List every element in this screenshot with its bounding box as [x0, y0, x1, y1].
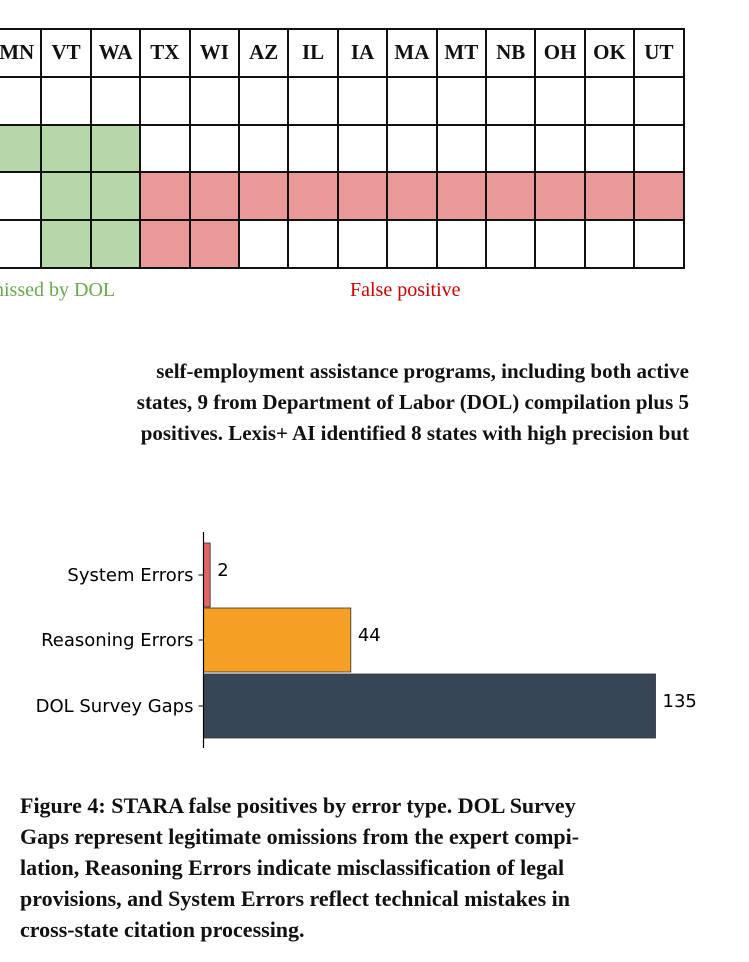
grid-cell-green — [41, 124, 91, 173]
y-tick-label: System Errors — [67, 565, 193, 586]
caption-line: Gaps represent legitimate omissions from… — [20, 824, 580, 849]
grid-line — [336, 28, 339, 269]
y-tick-label: DOL Survey Gaps — [36, 696, 194, 717]
caption-line: provisions, and System Errors reflect te… — [20, 886, 570, 911]
state-grid: MN VT WA TX WI AZ IL IA MA MT NB OH OK UT — [0, 28, 685, 269]
grid-cell-red — [189, 172, 239, 221]
grid-header-mt: MT — [444, 40, 479, 64]
grid-line — [435, 28, 438, 269]
grid-line — [633, 28, 636, 269]
data-label: 2 — [217, 560, 228, 581]
caption-line: lation, Reasoning Errors indicate miscla… — [20, 855, 565, 880]
bar-reasoning-errors — [203, 607, 352, 673]
data-label: 44 — [358, 625, 381, 646]
caption-line: self-employment assistance programs, inc… — [156, 359, 689, 383]
legend-missed-by-dol: nissed by DOL — [0, 279, 116, 301]
grid-header-ok: OK — [593, 40, 626, 64]
grid-cell-green — [90, 220, 141, 268]
data-label: 135 — [663, 691, 697, 712]
grid-line — [0, 28, 685, 30]
grid-cell-red — [239, 172, 289, 221]
grid-cell-red — [140, 220, 190, 268]
figure-caption: Figure 4: STARA false positives by error… — [20, 790, 700, 945]
grid-cell-red — [288, 172, 338, 221]
grid-cell-red — [387, 172, 437, 221]
grid-line — [485, 28, 487, 269]
grid-cell-green — [90, 124, 141, 173]
grid-line — [0, 171, 685, 174]
grid-cell-red — [436, 172, 486, 221]
grid-cell-green — [41, 172, 91, 221]
grid-line — [682, 28, 685, 269]
grid-line — [0, 267, 685, 269]
legend-false-positive: False positive — [350, 279, 461, 301]
grid-line — [287, 28, 290, 269]
grid-cell-red — [337, 172, 388, 221]
y-tick-label: Reasoning Errors — [41, 630, 193, 651]
grid-header-tx: TX — [150, 40, 180, 64]
grid-header-az: AZ — [249, 40, 279, 64]
grid-line — [583, 28, 586, 269]
caption-line: positives. Lexis+ AI identified 8 states… — [140, 421, 689, 445]
grid-line — [0, 75, 685, 78]
grid-cell-red — [634, 172, 684, 221]
grid-line — [40, 28, 43, 269]
grid-header-ma: MA — [394, 40, 430, 64]
bar-system-errors — [203, 542, 211, 608]
grid-header-ut: UT — [644, 40, 674, 64]
grid-header-oh: OH — [543, 40, 577, 64]
caption-line: states, 9 from Department of Labor (DOL)… — [136, 390, 689, 414]
grid-cell-red — [486, 172, 536, 221]
grid-line — [0, 123, 685, 126]
grid-header-ia: IA — [350, 40, 375, 64]
table-caption: self-employment assistance programs, inc… — [0, 356, 689, 449]
grid-cell-red — [189, 220, 239, 268]
caption-line: cross-state citation processing. — [20, 917, 305, 942]
grid-cell-green — [0, 124, 42, 173]
grid-line — [89, 28, 92, 269]
grid-line — [188, 28, 191, 269]
grid-header-nb: NB — [496, 40, 526, 64]
grid-line — [386, 28, 389, 269]
grid-header-mn: MN — [0, 40, 35, 64]
error-type-bar-chart: System Errors 2 Reasoning Errors 44 DOL Surv… — [36, 532, 697, 748]
grid-line — [534, 28, 537, 269]
grid-line — [0, 219, 685, 222]
grid-cell-green — [41, 220, 91, 268]
grid-cell-red — [140, 172, 190, 221]
grid-cell-red — [584, 172, 635, 221]
grid-cell-red — [535, 172, 585, 221]
caption-line: Figure 4: STARA false positives by error… — [20, 793, 576, 818]
grid-cell-green — [90, 172, 141, 221]
bar-dol-survey-gaps — [203, 673, 656, 739]
grid-line — [238, 28, 240, 269]
grid-header-wa: WA — [98, 40, 133, 64]
grid-header-wi: WI — [199, 40, 229, 64]
grid-line — [139, 28, 142, 269]
grid-header-il: IL — [301, 40, 325, 64]
grid-header-vt: VT — [51, 40, 81, 64]
